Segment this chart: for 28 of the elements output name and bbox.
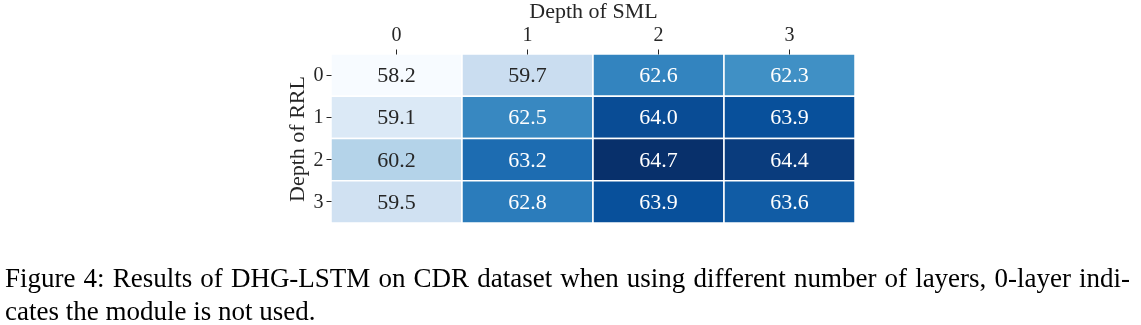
y-tick-label: 0 xyxy=(313,63,324,86)
x-axis-title: Depth of SML xyxy=(529,0,658,23)
x-tick-label: 0 xyxy=(391,22,402,45)
y-tick-label: 1 xyxy=(313,105,324,128)
data-label: 62.3 xyxy=(770,62,809,88)
data-label: 62.8 xyxy=(508,188,547,214)
x-tick-label: 3 xyxy=(784,22,795,45)
caption: Figure 4: Results of DHG-LSTM on CDR dataset when using different number of layers, 0-layer indi- xyxy=(5,263,1130,293)
data-label: 64.4 xyxy=(770,146,809,172)
data-label: 59.1 xyxy=(377,104,416,130)
data-label: 62.6 xyxy=(639,62,678,88)
y-tick-label: 3 xyxy=(313,189,324,212)
data-label: 58.2 xyxy=(377,62,416,88)
data-label: 63.9 xyxy=(770,104,809,130)
data-label: 64.0 xyxy=(639,104,678,130)
y-axis-title: Depth of RRL xyxy=(283,76,309,202)
data-label: 63.6 xyxy=(770,188,809,214)
data-label: 59.7 xyxy=(508,62,547,88)
data-label: 63.2 xyxy=(508,146,547,172)
data-label: 60.2 xyxy=(377,146,416,172)
data-label: 59.5 xyxy=(377,188,416,214)
data-label: 64.7 xyxy=(639,146,678,172)
y-tick-label: 2 xyxy=(313,147,324,170)
x-tick-label: 2 xyxy=(653,22,664,45)
data-label: 63.9 xyxy=(639,188,678,214)
data-label: 62.5 xyxy=(508,104,547,130)
text: cates the module is not used. xyxy=(5,296,317,325)
x-tick-label: 1 xyxy=(522,22,533,45)
